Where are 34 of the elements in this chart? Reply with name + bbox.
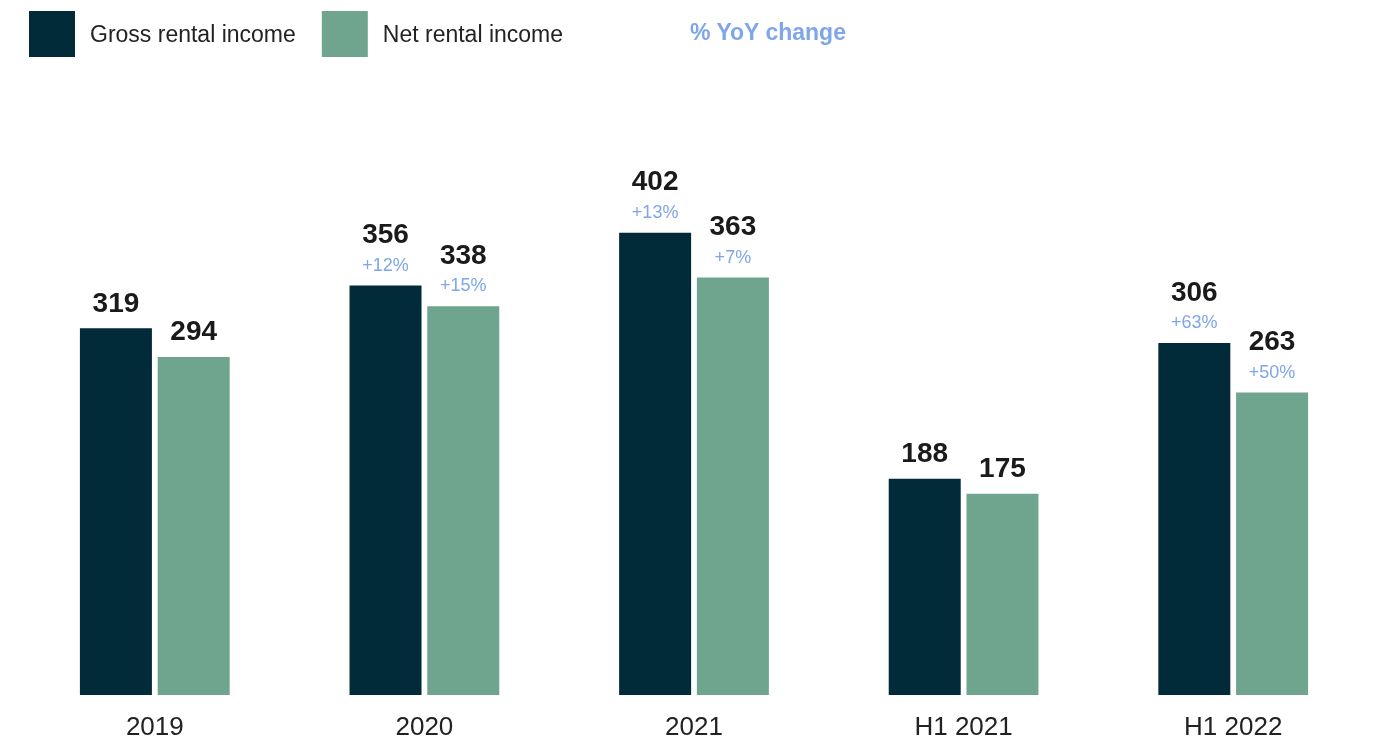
bar	[966, 493, 1039, 695]
bar	[888, 478, 961, 695]
annotation: +13%	[631, 201, 679, 222]
annotation: +50%	[1248, 361, 1296, 382]
bar	[619, 232, 692, 695]
bar	[349, 285, 422, 695]
x-tick-label: 2021	[665, 711, 723, 741]
annotation: +15%	[440, 275, 487, 296]
data-label: 319	[92, 286, 140, 318]
text: % YoY change	[690, 18, 846, 45]
x-tick-label: H1 2022	[1184, 711, 1283, 741]
data-label: 356	[362, 218, 409, 250]
annotation: +12%	[362, 254, 409, 275]
data-label: 338	[439, 238, 487, 270]
bar	[427, 306, 500, 695]
legend-label: Net rental income	[382, 21, 564, 47]
bar	[157, 356, 230, 695]
legend-label: Gross rental income	[90, 21, 296, 47]
x-tick-label: H1 2021	[914, 711, 1013, 741]
data-label: 175	[979, 452, 1026, 484]
bar	[79, 328, 152, 695]
bar	[696, 277, 769, 695]
data-label: 263	[1248, 325, 1296, 357]
annotation: +7%	[714, 246, 752, 267]
data-label: 188	[901, 437, 949, 469]
x-tick-label: 2020	[395, 711, 454, 741]
x-tick-label: 2019	[125, 711, 184, 741]
data-label: 402	[631, 165, 679, 197]
data-label: 363	[709, 210, 757, 242]
data-label: 306	[1170, 275, 1218, 307]
bar	[1158, 343, 1231, 695]
data-label: 294	[170, 315, 218, 347]
bar	[1236, 392, 1309, 695]
annotation: +63%	[1171, 312, 1218, 333]
